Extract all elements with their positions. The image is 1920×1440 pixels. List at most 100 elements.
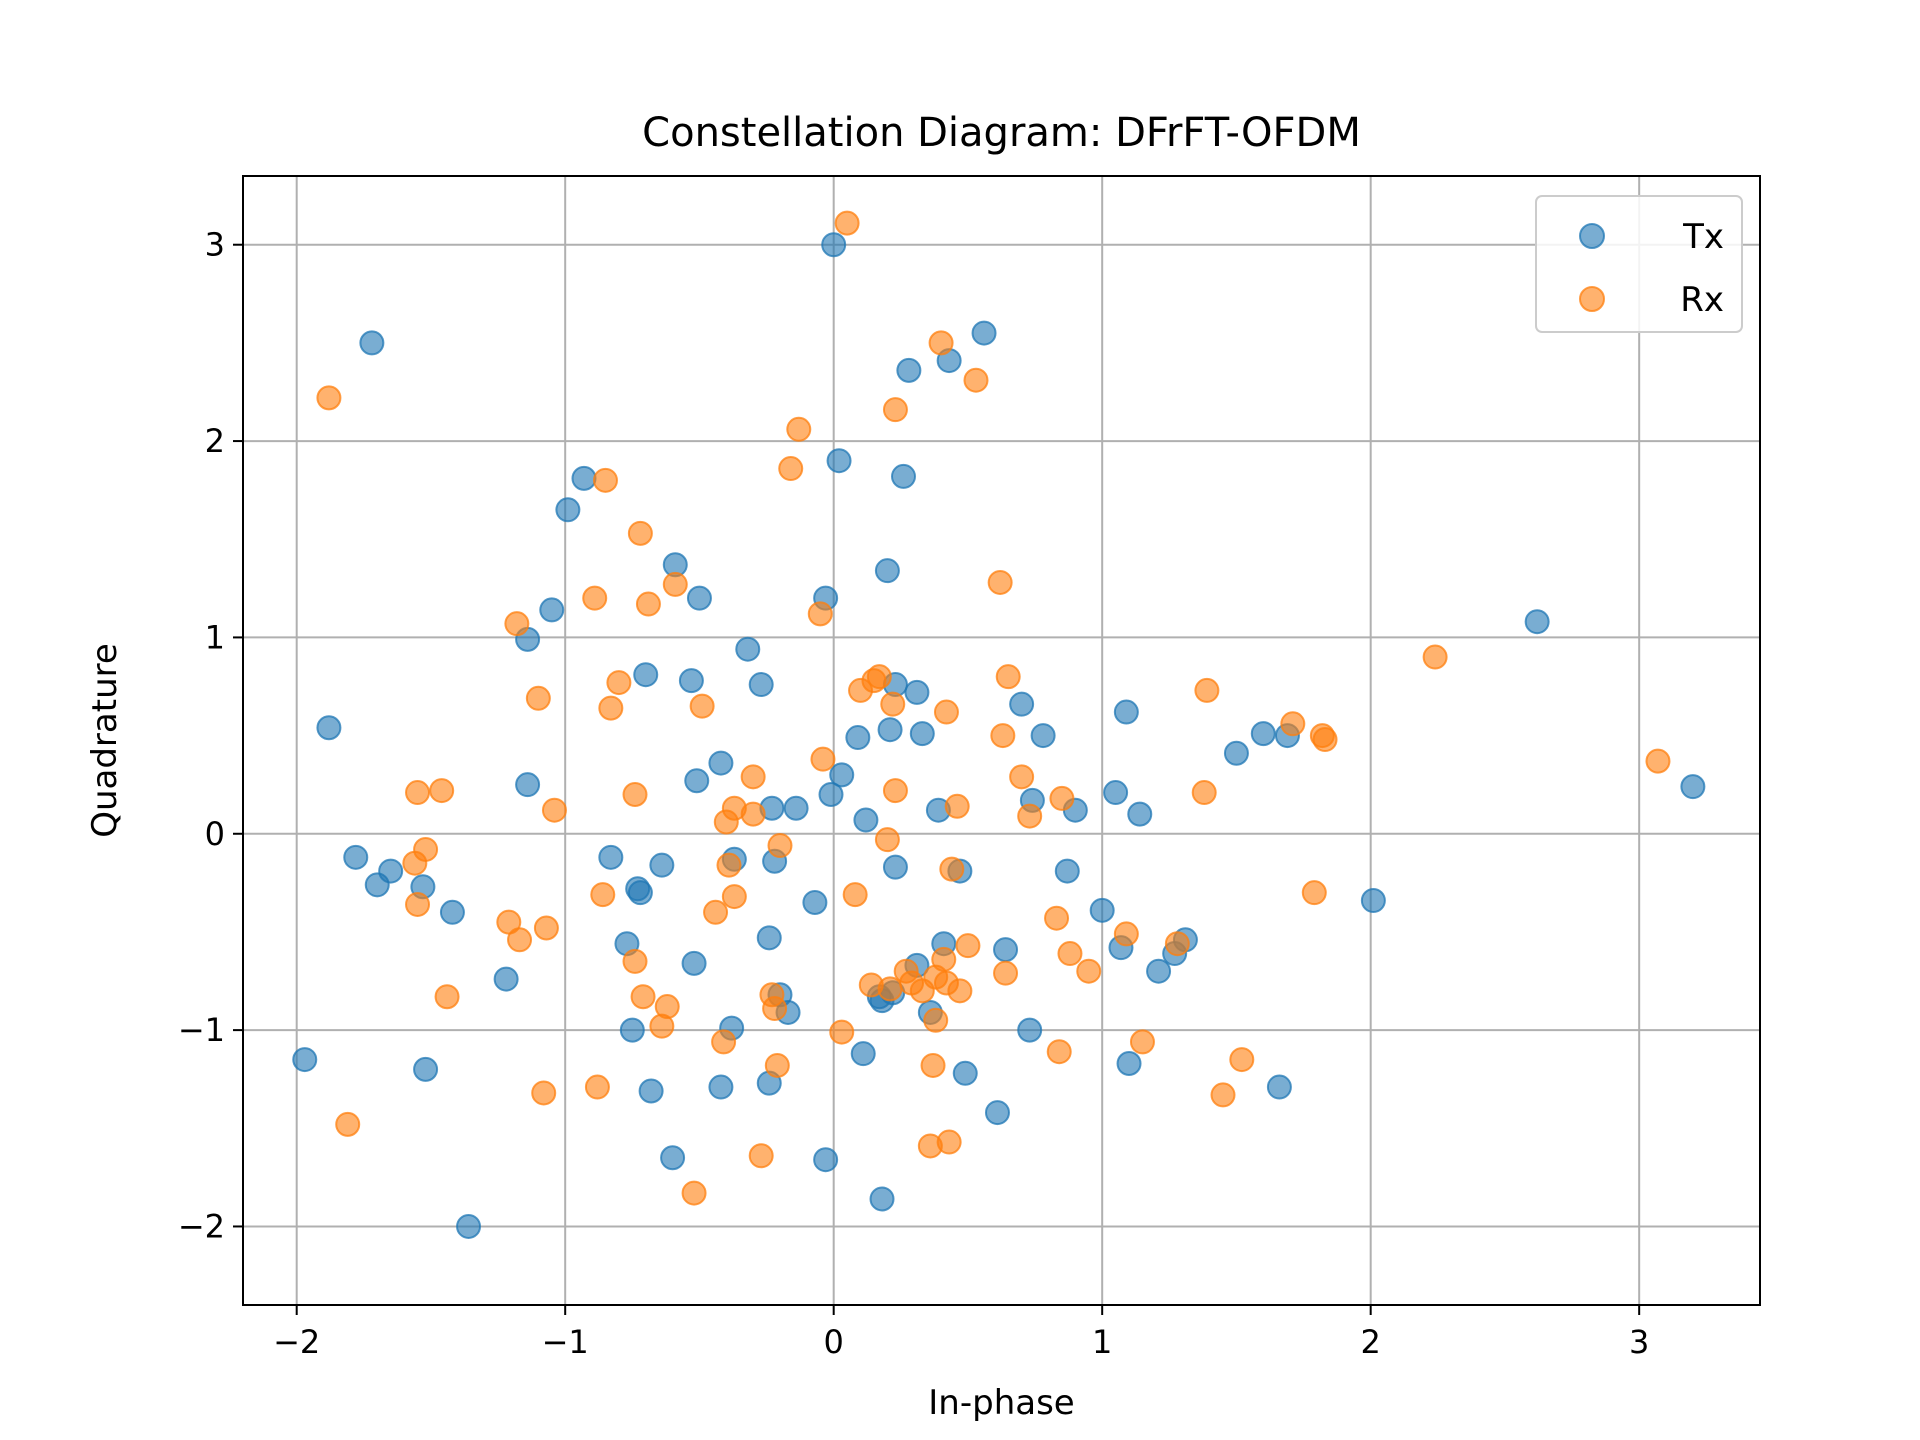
data-point-tx [1009, 691, 1035, 717]
y-tick-label: −2 [178, 1207, 225, 1245]
data-point-tx [971, 320, 997, 346]
data-point-rx [933, 699, 959, 725]
data-point-rx [590, 882, 616, 908]
data-point-tx [869, 1186, 895, 1212]
axis-ticks: −2 −1 0 1 2 3 −2 −1 0 1 2 3 [178, 226, 1650, 1361]
data-point-rx [316, 385, 342, 411]
data-point-tx [909, 721, 935, 747]
data-point-tx [845, 725, 871, 751]
data-point-rx [507, 927, 533, 953]
x-axis-title: In-phase [928, 1383, 1074, 1423]
data-point-rx [882, 778, 908, 804]
data-point-tx [818, 781, 844, 807]
data-point-tx [826, 448, 852, 474]
data-point-rx [1129, 1029, 1155, 1055]
data-point-tx [343, 844, 369, 870]
data-point-tx [292, 1047, 318, 1073]
data-point-tx [1223, 740, 1249, 766]
data-point-rx [1113, 921, 1139, 947]
x-tick-label: −1 [542, 1323, 589, 1361]
data-point-rx [635, 591, 661, 617]
data-point-tx [802, 889, 828, 915]
data-point-tx [748, 672, 774, 698]
data-point-rx [877, 976, 903, 1002]
data-point-rx [335, 1111, 361, 1137]
data-point-rx [842, 882, 868, 908]
data-point-rx [606, 670, 632, 696]
data-point-tx [413, 1056, 439, 1082]
data-point-tx [660, 1145, 686, 1171]
data-point-rx [1210, 1082, 1236, 1108]
data-point-rx [1164, 931, 1190, 957]
data-point-rx [993, 960, 1019, 986]
y-tick-label: 2 [205, 422, 225, 460]
data-point-rx [1017, 803, 1043, 829]
x-tick-label: 0 [824, 1323, 844, 1361]
data-point-tx [890, 463, 916, 489]
data-point-tx [874, 558, 900, 584]
x-tick-label: 1 [1092, 1323, 1112, 1361]
data-point-tx [684, 768, 710, 794]
data-point-tx [571, 465, 597, 491]
y-tick-label: −1 [178, 1011, 225, 1049]
data-point-rx [762, 996, 788, 1022]
data-point-tx [539, 597, 565, 623]
data-point-rx [866, 664, 892, 690]
data-point-tx [555, 497, 581, 523]
data-point-rx [681, 1180, 707, 1206]
data-point-rx [598, 695, 624, 721]
data-point-rx [541, 797, 567, 823]
data-point-tx [515, 772, 541, 798]
legend-label-rx: Rx [1680, 280, 1724, 320]
data-point-rx [928, 330, 954, 356]
data-point-rx [405, 780, 431, 806]
x-tick-label: 2 [1361, 1323, 1381, 1361]
data-point-rx [1009, 764, 1035, 790]
data-point-rx [882, 397, 908, 423]
data-point-rx [874, 827, 900, 853]
legend-marker-rx [1579, 286, 1605, 312]
data-point-rx [786, 416, 812, 442]
data-point-tx [598, 844, 624, 870]
data-point-rx [711, 1029, 737, 1055]
data-point-tx [1017, 1017, 1043, 1043]
data-point-tx [619, 1017, 645, 1043]
data-point-rx [1076, 958, 1102, 984]
y-tick-label: 0 [205, 815, 225, 853]
y-axis-title: Quadrature [85, 643, 125, 838]
data-point-rx [810, 746, 836, 772]
data-point-rx [1046, 1039, 1072, 1065]
data-point-rx [931, 946, 957, 972]
data-point-tx [1116, 1050, 1142, 1076]
data-point-rx [1301, 880, 1327, 906]
data-point-tx [756, 925, 782, 951]
data-point-tx [681, 950, 707, 976]
data-point-tx [813, 1147, 839, 1173]
data-point-rx [829, 1019, 855, 1045]
data-point-rx [1191, 780, 1217, 806]
data-point-rx [584, 1074, 610, 1100]
data-point-tx [1113, 699, 1139, 725]
data-point-rx [834, 210, 860, 236]
data-point-rx [703, 899, 729, 925]
data-point-rx [1645, 748, 1671, 774]
data-point-rx [630, 984, 656, 1010]
data-point-rx [740, 801, 766, 827]
data-point-tx [456, 1213, 482, 1239]
data-point-rx [963, 367, 989, 393]
legend: Tx Rx [1535, 195, 1743, 333]
grid-lines [243, 176, 1760, 1305]
data-point-tx [853, 807, 879, 833]
data-point-rx [939, 856, 965, 882]
chart-title: Constellation Diagram: DFrFT-OFDM [642, 110, 1361, 156]
data-point-rx [920, 1052, 946, 1078]
data-point-tx [882, 854, 908, 880]
data-point-rx [1194, 677, 1220, 703]
data-point-rx [654, 994, 680, 1020]
data-point-rx [1057, 941, 1083, 967]
data-point-rx [592, 467, 618, 493]
data-point-tx [627, 880, 653, 906]
data-point-rx [990, 723, 1016, 749]
data-point-tx [678, 668, 704, 694]
